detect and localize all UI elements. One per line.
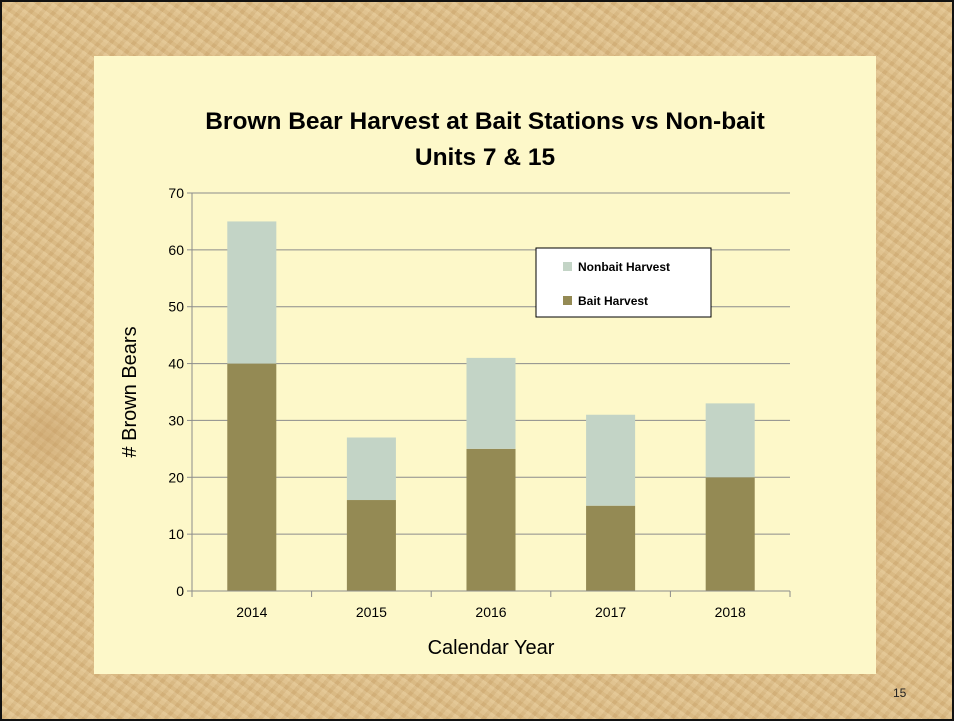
x-tick-label: 2015 [356, 604, 387, 620]
bar-nonbait [346, 437, 396, 501]
chart-plot: 0 10 20 30 40 50 60 70 2014 2015 2016 2017 2018 Calen… [119, 185, 791, 659]
chart-title-block: Brown Bear Harvest at Bait Stations vs N… [94, 104, 876, 176]
bar-nonbait [227, 221, 277, 364]
chart-title: Brown Bear Harvest at Bait Stations vs N… [205, 108, 765, 135]
bar-nonbait [466, 357, 516, 449]
bar-nonbait [705, 403, 755, 478]
x-axis-title: Calendar Year [428, 637, 555, 659]
y-axis-title: # Brown Bears [119, 326, 141, 457]
y-tick-label: 0 [176, 583, 184, 599]
y-tick-label: 60 [168, 242, 184, 258]
slide-number: 15 [893, 686, 907, 700]
x-tick-label: 2017 [595, 604, 626, 620]
x-tick-label: 2018 [715, 604, 746, 620]
legend-label: Nonbait Harvest [578, 260, 670, 274]
legend-box [535, 247, 712, 318]
legend-swatch [563, 296, 572, 305]
bar-bait [466, 448, 516, 591]
y-tick-label: 20 [168, 469, 184, 485]
y-tick-label: 70 [168, 185, 184, 201]
x-tick-label: 2016 [475, 604, 506, 620]
x-tick-label: 2014 [236, 604, 267, 620]
bar-bait [346, 500, 396, 591]
legend-swatch [563, 262, 572, 271]
bar-bait [227, 363, 277, 591]
y-tick-label: 40 [168, 356, 184, 372]
y-tick-label: 10 [168, 526, 184, 542]
bar-bait [705, 477, 755, 591]
y-tick-label: 50 [168, 299, 184, 315]
chart-panel: Brown Bear Harvest at Bait Stations vs N… [94, 56, 876, 674]
bar-nonbait [586, 414, 636, 506]
chart-subtitle: Units 7 & 15 [414, 144, 556, 171]
bar-bait [586, 505, 636, 591]
y-tick-label: 30 [168, 412, 184, 428]
legend-label: Bait Harvest [578, 294, 648, 308]
